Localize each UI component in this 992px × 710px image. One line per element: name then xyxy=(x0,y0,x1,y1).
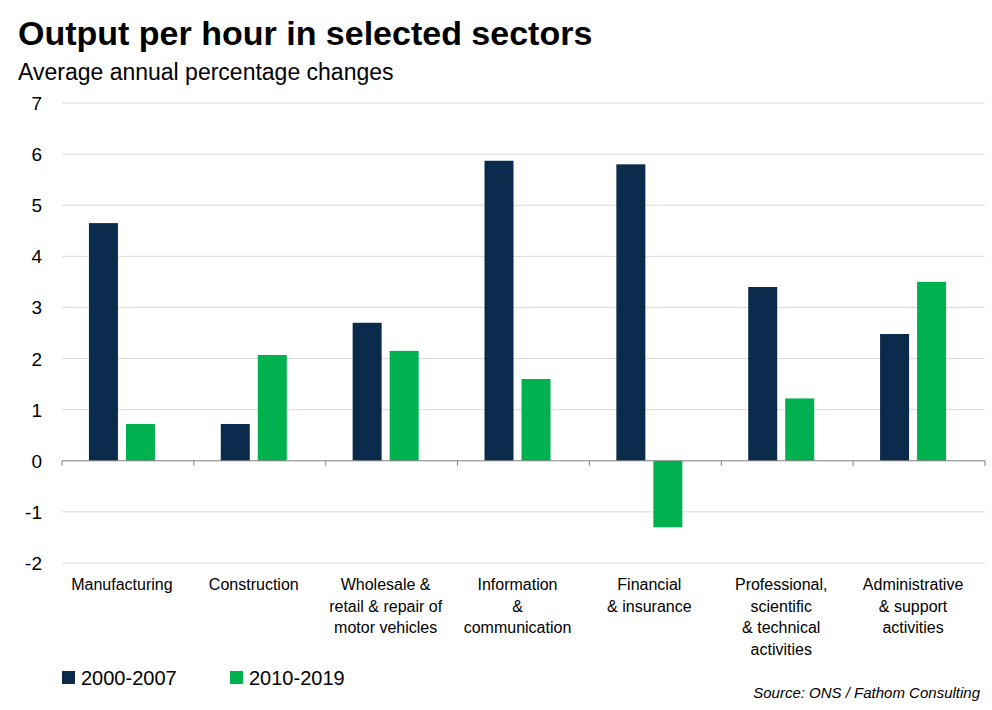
background xyxy=(0,0,992,710)
x-tick-label-line: & xyxy=(512,598,523,615)
grid-line xyxy=(62,563,985,564)
y-tick-label: 5 xyxy=(31,195,42,216)
x-tick-label-line: Information xyxy=(477,576,557,593)
subtitle: Average annual percentage changes xyxy=(18,59,394,85)
y-tick-label: 1 xyxy=(31,400,42,421)
x-tick-label: Manufacturing xyxy=(71,576,172,593)
chart: Output per hour in selected sectors Avera… xyxy=(0,0,992,710)
x-tick-label-line: & insurance xyxy=(607,598,692,615)
x-tick-label-line: Wholesale & xyxy=(341,576,431,593)
x-axis xyxy=(62,460,985,461)
x-tick-label-line: retail & repair of xyxy=(329,598,442,615)
grid-line xyxy=(62,256,985,257)
legend-label: 2010-2019 xyxy=(249,667,345,689)
x-tick-label-line: scientific xyxy=(751,598,812,615)
x-tick-label-line: activities xyxy=(751,641,812,658)
bar xyxy=(89,223,118,461)
x-tick-label-line: motor vehicles xyxy=(334,619,437,636)
y-tick-label: 4 xyxy=(31,246,42,267)
bar xyxy=(485,161,514,461)
bar xyxy=(221,424,250,461)
bar xyxy=(748,287,777,461)
y-tick-label: -2 xyxy=(25,553,42,574)
x-tick-label: Wholesale & retail & repair of motor vehic… xyxy=(329,576,442,636)
x-tick-label-line: Professional, xyxy=(735,576,828,593)
bar xyxy=(126,424,155,461)
x-tick-label: Administrative & support activities xyxy=(863,576,964,636)
grid-line xyxy=(62,103,985,104)
legend-swatch xyxy=(62,671,75,684)
x-tick-label-line: Construction xyxy=(209,576,299,593)
x-tick xyxy=(193,461,194,466)
x-tick-label: Professional, scientific & technical activi… xyxy=(735,576,828,658)
x-tick-label-line: Administrative xyxy=(863,576,964,593)
y-tick-label: 2 xyxy=(31,349,42,370)
legend-label: 2000-2007 xyxy=(81,667,177,689)
grid-line xyxy=(62,307,985,308)
grid-line xyxy=(62,358,985,359)
x-tick xyxy=(62,461,63,466)
x-tick-label: Information & communication xyxy=(464,576,572,636)
y-tick-label: -1 xyxy=(25,502,42,523)
x-tick-label-line: communication xyxy=(464,619,572,636)
x-tick-label-line: & support xyxy=(879,598,948,615)
source: Source: ONS / Fathom Consulting xyxy=(753,684,980,701)
x-tick-label-line: Manufacturing xyxy=(71,576,172,593)
bar xyxy=(880,334,909,461)
bar xyxy=(917,282,946,461)
grid-line xyxy=(62,205,985,206)
x-tick xyxy=(589,461,590,466)
x-tick xyxy=(457,461,458,466)
x-tick-label-line: activities xyxy=(882,619,943,636)
x-tick xyxy=(721,461,722,466)
bar xyxy=(653,461,682,527)
grid-line xyxy=(62,511,985,512)
y-tick-label: 0 xyxy=(31,451,42,472)
bar xyxy=(390,351,419,461)
x-tick-label-line: & technical xyxy=(742,619,820,636)
x-tick-label-line: Financial xyxy=(617,576,681,593)
x-tick xyxy=(853,461,854,466)
legend-swatch xyxy=(230,671,243,684)
y-tick-label: 7 xyxy=(31,93,42,114)
bar xyxy=(522,379,551,461)
bar xyxy=(258,355,287,461)
bar xyxy=(616,164,645,460)
x-tick-label: Financial & insurance xyxy=(607,576,692,615)
x-tick-label: Construction xyxy=(209,576,299,593)
x-tick xyxy=(325,461,326,466)
y-tick-label: 3 xyxy=(31,297,42,318)
bar xyxy=(353,323,382,461)
bar xyxy=(785,398,814,460)
bars xyxy=(89,161,946,527)
title: Output per hour in selected sectors xyxy=(18,14,592,52)
y-tick-label: 6 xyxy=(31,144,42,165)
grid-line xyxy=(62,154,985,155)
x-tick xyxy=(985,461,986,466)
